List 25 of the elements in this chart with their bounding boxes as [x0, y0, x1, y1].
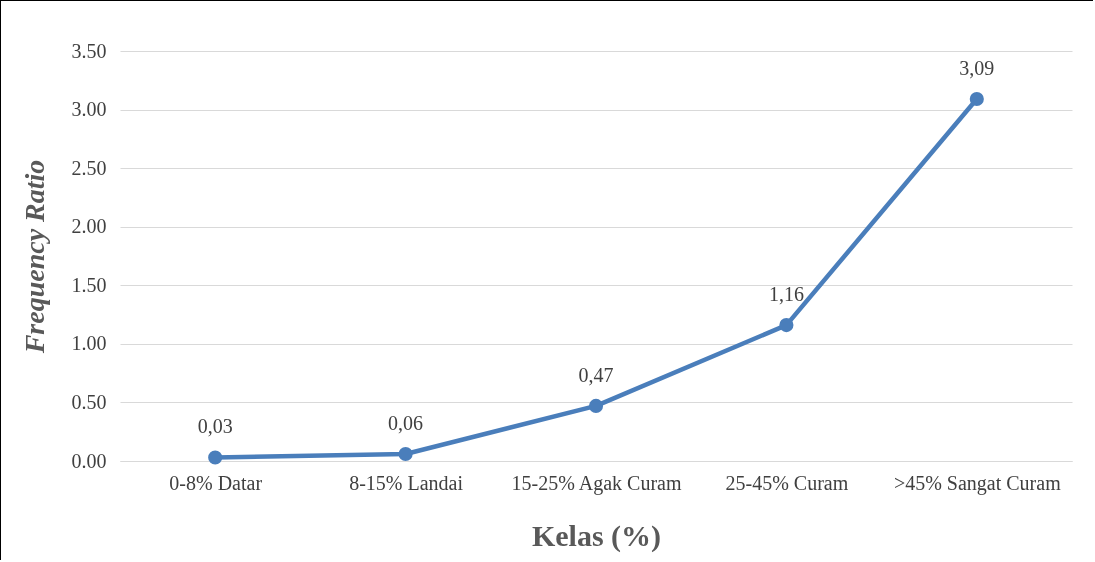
y-tick-label: 1.50	[71, 273, 107, 296]
y-tick-label: 2.00	[71, 215, 107, 238]
y-axis-title: Frequency Ratio	[18, 159, 50, 355]
y-tick-label: 2.50	[71, 156, 107, 179]
point	[208, 450, 223, 465]
data-label: 0,47	[578, 363, 614, 386]
x-tick-label: 25-45% Curam	[725, 471, 849, 494]
y-tick-label: 1.00	[71, 332, 107, 355]
point	[779, 318, 794, 333]
point	[588, 398, 604, 413]
y-tick-label: 0.00	[71, 449, 107, 472]
y-tick-label: 0.50	[71, 390, 107, 413]
data-label: 3,09	[959, 57, 995, 80]
x-tick-label: >45% Sangat Curam	[893, 471, 1062, 495]
y-tick-label: 3.50	[71, 39, 107, 62]
x-tick-label: 0-8% Datar	[169, 471, 263, 494]
data-label: 0,06	[388, 411, 424, 434]
x-tick-label: 15-25% Agak Curam	[511, 471, 682, 495]
point	[398, 446, 413, 462]
x-tick-label: 8-15% Landai	[349, 471, 464, 494]
y-tick-label: 3.00	[71, 98, 107, 121]
x-axis-title: Kelas (%)	[531, 518, 662, 553]
data-label: 1,16	[768, 283, 804, 306]
data-label: 0,03	[197, 415, 233, 438]
point	[969, 91, 984, 107]
